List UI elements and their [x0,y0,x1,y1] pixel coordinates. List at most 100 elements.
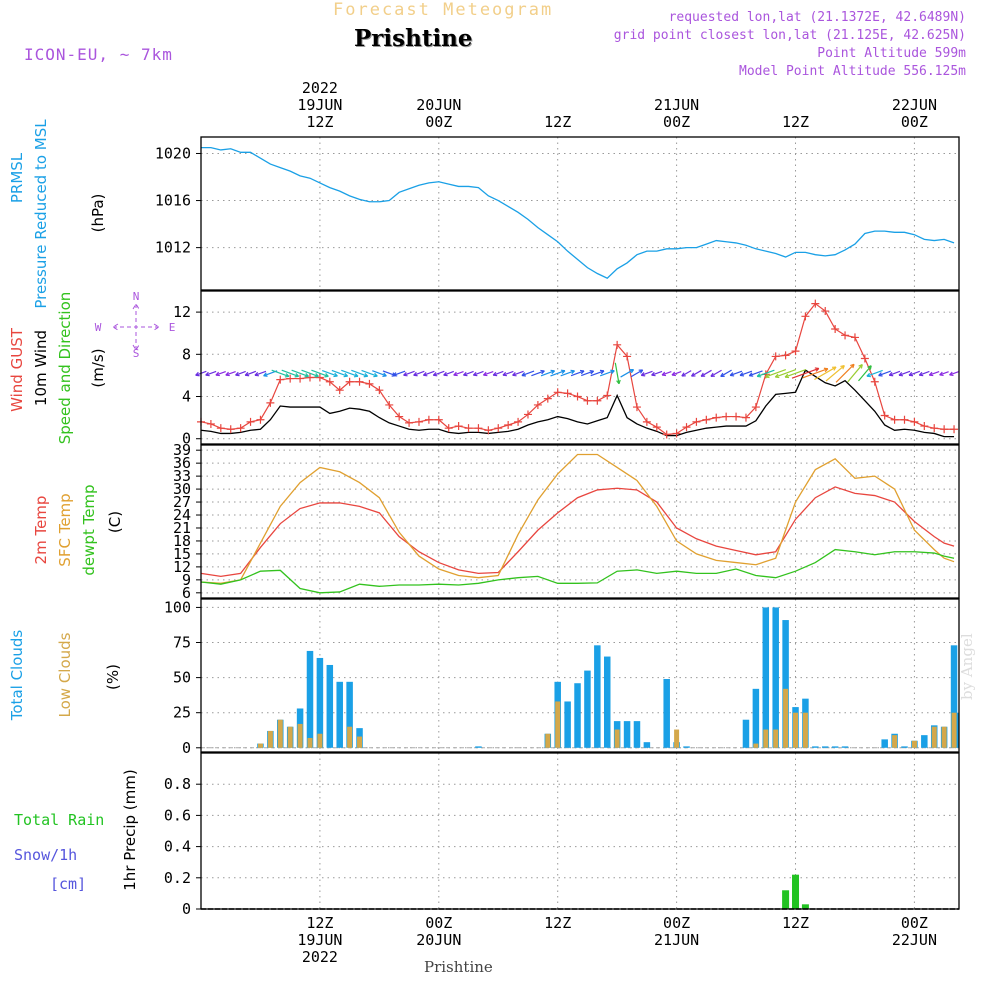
wind-arrow-shaft [453,370,464,376]
wind-arrow-head [866,372,871,378]
gust-marker [266,398,275,407]
total-cloud-bar [921,735,928,748]
compass-s: S [133,347,140,360]
wind-direction-arrow [729,370,743,377]
wind-direction-arrow [463,370,474,377]
footer-location: Prishtine [424,958,493,976]
wind-arrow-head [748,372,754,377]
wind-direction-arrow [640,370,653,377]
wind-direction-arrow [531,369,545,377]
y-tick-label: 8 [182,345,191,363]
wind-arrow-shaft [858,365,872,382]
wind-direction-arrow [614,362,621,385]
wind-direction-arrow [392,370,406,377]
wind-arrow-shaft [473,370,484,376]
gust-marker [246,417,255,426]
wind-arrow-head [443,371,448,377]
wind-direction-arrow [765,369,787,379]
top-time-tick-label: 12Z [544,113,571,131]
wind-arrow-head [765,373,770,379]
gust-marker [206,419,215,428]
wind-arrow-head [918,371,924,377]
wind-direction-arrow [720,369,732,378]
y-tick-label: 75 [173,634,191,652]
wind-arrow-shaft [681,370,692,377]
wind-direction-arrow [710,369,722,377]
low-cloud-bar [287,726,293,748]
wind-arrow-shaft [521,370,535,377]
wind-arrow-shaft [351,369,368,377]
y-tick-label: 12 [173,303,191,321]
wind-direction-arrow [671,371,682,377]
total-cloud-bar [316,657,324,748]
wind-arrow-shaft [393,370,406,377]
wind-arrow-shaft [791,367,820,379]
wind-arrow-head [432,371,438,377]
wind-arrow-head [589,369,595,375]
wind-arrow-shaft [847,364,863,383]
point-altitude: Point Altitude 599m [817,46,966,61]
wind-arrow-shaft [739,370,753,377]
wind-arrow-shaft [403,370,415,376]
total-cloud-bar [346,681,353,748]
low-cloud-bar [931,726,937,748]
wind-arrow-shaft [321,369,338,377]
gust-marker [325,377,334,386]
wind-arrow-head [640,372,646,377]
wind-direction-arrow [482,370,494,377]
total-cloud-bar [752,688,760,748]
wind-arrow-head [599,369,605,375]
y-tick-label: 27 [173,493,191,511]
total-cloud-bar [762,607,770,748]
precip-unit: 1hr Precip (mm) [121,769,139,890]
model-altitude: Model Point Altitude 556.125m [739,64,966,79]
gust-marker [256,415,265,424]
wind-arrow-shaft [835,363,855,383]
top-time-tick-label: 00Z [425,113,452,131]
wind-arrow-head [629,368,635,374]
gust-marker [553,388,562,397]
rain-bar [782,890,790,909]
wind-arrow-head [928,371,934,377]
rain-label: Total Rain [14,811,104,829]
wind-direction-arrow [835,363,855,383]
y-tick-label: 0.6 [164,806,191,824]
wind-arrow-shaft [949,371,959,376]
wind-arrow-head [244,371,250,377]
wind-direction-arrow [321,369,338,378]
wind-arrow-shaft [939,371,949,376]
wind-arrow-head [888,371,894,377]
wind-arrow-shaft [661,371,672,376]
super-title: Forecast Meteogram [333,0,554,20]
gust-marker [454,422,463,431]
top-time-tick-label: 19JUN [297,96,342,114]
low-cloud-bar [802,712,808,748]
wind-arrow-head [482,371,488,377]
rain-bar [801,904,809,909]
y-tick-label: 18 [173,532,191,550]
low-clouds-label: Low Clouds [56,632,74,717]
wind-arrow-head [333,372,338,378]
wind-arrow-head [710,372,715,377]
gust-marker [474,424,483,433]
wind-arrow-shaft [590,370,605,377]
wind-arrow-shaft [700,369,712,377]
wind-arrow-head [756,373,762,378]
compass-n: N [133,290,140,303]
total-cloud-bar [881,739,888,748]
wind-arrow-head [784,373,790,379]
low-cloud-bar [911,740,917,748]
wind-arrow-head [661,371,667,377]
gust-marker [632,403,641,412]
gust-marker [791,347,800,356]
wind-arrow-head [774,373,780,379]
total-cloud-bar [683,746,690,748]
wind-label: 10m Wind [32,330,50,406]
compass-w: W [95,321,102,334]
total-cloud-bar [623,721,631,748]
wind-arrow-head [700,372,706,377]
gust-marker [345,377,354,386]
gust-marker [702,415,711,424]
y-tick-label: 33 [173,467,191,485]
